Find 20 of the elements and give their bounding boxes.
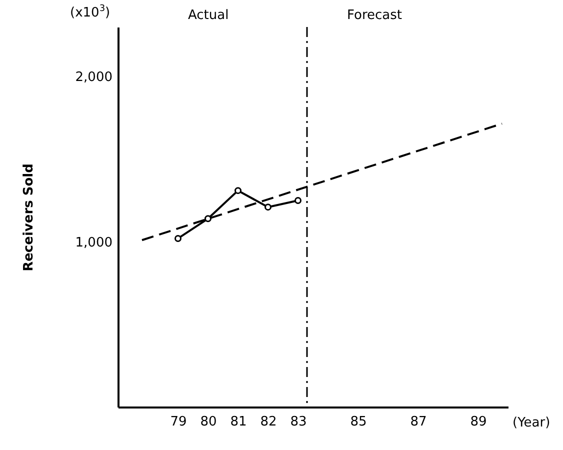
point bbox=[204, 215, 212, 222]
point bbox=[174, 234, 182, 242]
x-tick-label: 79 bbox=[170, 414, 187, 430]
x-tick-label: 83 bbox=[290, 414, 307, 430]
x-tick-label: 89 bbox=[470, 414, 487, 430]
y-tick-label: 1,000 bbox=[75, 235, 112, 250]
y-tick-label: 2,000 bbox=[75, 70, 112, 86]
x-tick-label: 87 bbox=[410, 414, 427, 430]
text: (x10$^{3}$) bbox=[70, 4, 110, 20]
x-axis-title: (Year) bbox=[512, 416, 550, 430]
x-tick-label: 80 bbox=[200, 414, 217, 430]
text: Actual bbox=[188, 8, 229, 23]
x-tick-label: 82 bbox=[260, 414, 277, 430]
x-tick-label: 81 bbox=[230, 414, 247, 430]
point bbox=[264, 204, 272, 211]
y-axis-title: Receivers Sold bbox=[21, 164, 36, 272]
text: Forecast bbox=[347, 8, 402, 23]
point bbox=[234, 187, 242, 194]
point bbox=[294, 196, 302, 204]
x-tick-label: 85 bbox=[350, 414, 367, 430]
